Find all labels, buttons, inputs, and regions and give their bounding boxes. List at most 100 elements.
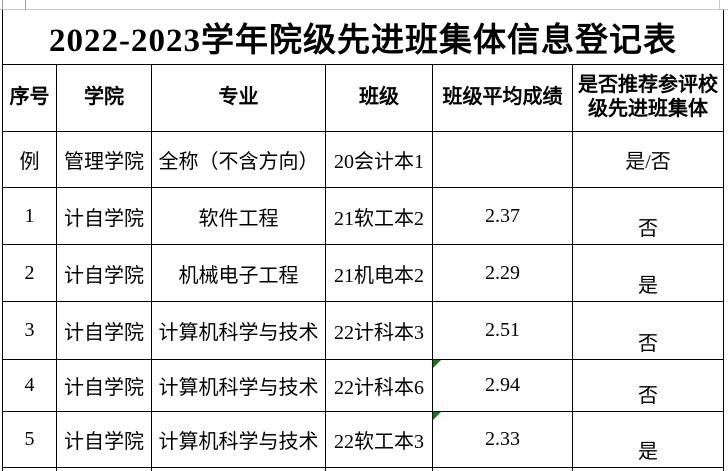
- cell-text: 2.33: [485, 428, 520, 450]
- cell-recommend[interactable]: 是: [572, 244, 724, 302]
- cell-major[interactable]: 计算机科学与技术: [151, 359, 326, 412]
- cell-recommend[interactable]: 否: [572, 301, 724, 360]
- cell-recommend[interactable]: 是: [572, 411, 724, 468]
- cell-avg[interactable]: 2.51: [432, 301, 573, 360]
- cell-text: 是/否: [625, 151, 671, 173]
- cell-text: 软件工程: [198, 207, 279, 230]
- cell-class[interactable]: 20会计本1: [325, 131, 433, 188]
- cell-class[interactable]: 22计科本6: [325, 359, 433, 412]
- cell-text: 2.94: [485, 374, 520, 396]
- cell-college[interactable]: 计自学院: [56, 187, 152, 245]
- cell-text: 计算机科学与技术: [158, 431, 319, 453]
- cell-empty[interactable]: [432, 467, 573, 471]
- cell-class[interactable]: 22软工本3: [325, 411, 433, 468]
- cell-class[interactable]: 21软工本2: [325, 187, 433, 245]
- table-row: 4 计自学院 计算机科学与技术 22计科本6 2.94 否: [2, 359, 724, 412]
- cell-text: 计自学院: [64, 322, 144, 344]
- cell-text: 全称（不含方向）: [158, 151, 319, 173]
- cell-text: 20会计本1: [334, 151, 424, 173]
- cell-text: 2.51: [485, 319, 520, 341]
- cell-college[interactable]: 计自学院: [56, 301, 152, 360]
- cell-avg[interactable]: 2.94: [432, 359, 573, 412]
- table-title[interactable]: 2022-2023学年院级先进班集体信息登记表: [2, 10, 724, 65]
- cell-text: 2.37: [485, 204, 520, 227]
- cell-text: 计算机科学与技术: [158, 377, 319, 399]
- cell-major[interactable]: 计算机科学与技术: [151, 411, 326, 468]
- table-row-partial: [2, 467, 724, 471]
- cell-text: 机械电子工程: [178, 264, 299, 287]
- cell-empty[interactable]: [2, 467, 57, 471]
- cell-avg[interactable]: 2.37: [432, 187, 573, 245]
- gridline: [0, 9, 728, 10]
- gridline: [719, 0, 720, 10]
- cell-text: 21软工本2: [334, 207, 424, 230]
- cell-empty[interactable]: [325, 467, 433, 471]
- cell-text: 22软工本3: [334, 431, 424, 453]
- cell-text: 例: [19, 151, 40, 173]
- cell-major[interactable]: 软件工程: [151, 187, 326, 245]
- gridline: [2, 0, 3, 10]
- error-indicator-icon: [433, 412, 441, 420]
- table-row: 2 计自学院 机械电子工程 21机电本2 2.29 是: [2, 244, 724, 302]
- cell-class[interactable]: 22计科本3: [325, 301, 433, 360]
- cell-college[interactable]: 计自学院: [56, 411, 152, 468]
- cell-text: 是: [638, 275, 658, 297]
- cell-text: 计算机科学与技术: [158, 322, 319, 344]
- cell-major[interactable]: 全称（不含方向）: [151, 131, 326, 188]
- cell-text: 22计科本3: [334, 322, 424, 344]
- cell-text: 是: [638, 441, 658, 463]
- cell-text: 否: [638, 218, 658, 240]
- header-col-college[interactable]: 学院: [56, 64, 152, 132]
- cell-text: 计自学院: [64, 377, 144, 399]
- cell-text: 计自学院: [64, 264, 144, 287]
- cell-text: 1: [24, 204, 35, 227]
- header-col-recommend[interactable]: 是否推荐参评校级先进班集体: [572, 64, 724, 132]
- cell-no[interactable]: 5: [2, 411, 57, 468]
- cell-college[interactable]: 管理学院: [56, 131, 152, 188]
- cell-no[interactable]: 1: [2, 187, 57, 245]
- cell-text: 否: [638, 333, 658, 355]
- cell-text: 管理学院: [64, 151, 144, 173]
- cell-empty[interactable]: [56, 467, 152, 471]
- cell-text: 21机电本2: [334, 264, 424, 287]
- header-col-no[interactable]: 序号: [2, 64, 57, 132]
- table-row: 5 计自学院 计算机科学与技术 22软工本3 2.33 是: [2, 411, 724, 468]
- gridline: [25, 0, 26, 10]
- cell-major[interactable]: 计算机科学与技术: [151, 301, 326, 360]
- cell-text: 5: [24, 428, 35, 450]
- table-row: 1 计自学院 软件工程 21软工本2 2.37 否: [2, 187, 724, 245]
- cell-class[interactable]: 21机电本2: [325, 244, 433, 302]
- cell-avg[interactable]: 2.33: [432, 411, 573, 468]
- title-row: 2022-2023学年院级先进班集体信息登记表: [2, 10, 724, 65]
- cell-recommend[interactable]: 否: [572, 187, 724, 245]
- cell-text: 4: [24, 374, 35, 396]
- cell-college[interactable]: 计自学院: [56, 359, 152, 412]
- cell-text: 计自学院: [64, 207, 144, 230]
- cell-text: 计自学院: [64, 431, 144, 453]
- header-col-class[interactable]: 班级: [325, 64, 433, 132]
- table-row: 例 管理学院 全称（不含方向） 20会计本1 是/否: [2, 131, 724, 188]
- header-row: 序号 学院 专业 班级 班级平均成绩 是否推荐参评校级先进班集体: [2, 64, 724, 132]
- cell-no[interactable]: 4: [2, 359, 57, 412]
- cell-text: 否: [638, 385, 658, 407]
- header-col-major[interactable]: 专业: [151, 64, 326, 132]
- cell-recommend[interactable]: 否: [572, 359, 724, 412]
- cell-no[interactable]: 3: [2, 301, 57, 360]
- cell-recommend[interactable]: 是/否: [572, 131, 724, 188]
- cell-avg[interactable]: 2.29: [432, 244, 573, 302]
- error-indicator-icon: [433, 360, 441, 368]
- cell-major[interactable]: 机械电子工程: [151, 244, 326, 302]
- cell-text: 22计科本6: [334, 377, 424, 399]
- cell-no[interactable]: 例: [2, 131, 57, 188]
- header-col-avg[interactable]: 班级平均成绩: [432, 64, 573, 132]
- cell-avg[interactable]: [432, 131, 573, 188]
- cell-text: 2.29: [485, 261, 520, 284]
- cell-text: 3: [24, 319, 35, 341]
- table-row: 3 计自学院 计算机科学与技术 22计科本3 2.51 否: [2, 301, 724, 360]
- cell-empty[interactable]: [572, 467, 724, 471]
- cell-text: 2: [24, 261, 35, 284]
- cell-no[interactable]: 2: [2, 244, 57, 302]
- cell-empty[interactable]: [151, 467, 326, 471]
- cell-college[interactable]: 计自学院: [56, 244, 152, 302]
